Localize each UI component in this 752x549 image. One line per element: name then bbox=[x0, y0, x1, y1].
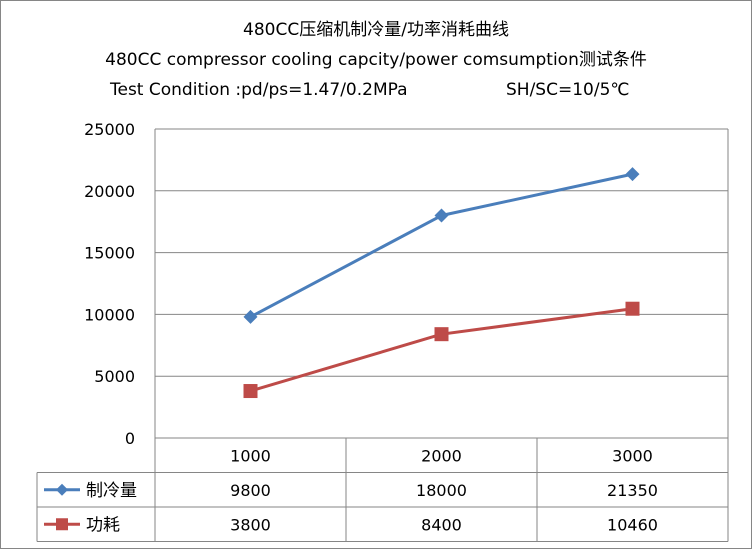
data-point-square bbox=[434, 327, 449, 342]
data-point-square bbox=[625, 301, 640, 316]
table-cell-value: 18000 bbox=[416, 481, 467, 500]
y-tick-label: 5000 bbox=[94, 367, 135, 386]
data-point-diamond bbox=[434, 208, 449, 223]
x-tick-label: 2000 bbox=[421, 446, 462, 465]
series-line bbox=[250, 307, 633, 393]
legend-square-marker bbox=[56, 518, 68, 531]
legend-diamond-marker bbox=[56, 483, 68, 496]
series-line bbox=[249, 172, 633, 319]
data-point-diamond bbox=[243, 309, 258, 324]
data-point-diamond bbox=[625, 167, 640, 182]
y-tick-label: 20000 bbox=[84, 182, 135, 201]
legend-label: 功耗 bbox=[86, 515, 120, 535]
chart-title: 480CC压缩机制冷量/功率消耗曲线 bbox=[243, 20, 509, 40]
y-tick-label: 15000 bbox=[84, 244, 135, 263]
x-tick-label: 3000 bbox=[612, 446, 653, 465]
table-cell-value: 9800 bbox=[230, 481, 271, 500]
legend-label: 制冷量 bbox=[86, 481, 137, 501]
superheat-subcool-condition: SH/SC=10/5℃ bbox=[506, 80, 630, 100]
x-tick-label: 1000 bbox=[230, 446, 271, 465]
test-condition: Test Condition :pd/ps=1.47/0.2MPa bbox=[110, 80, 408, 100]
y-tick-label: 25000 bbox=[84, 120, 135, 139]
y-tick-label: 0 bbox=[125, 429, 135, 448]
data-point-square bbox=[243, 384, 258, 399]
chart-subtitle: 480CC compressor cooling capcity/power c… bbox=[105, 50, 647, 70]
table-cell-value: 8400 bbox=[421, 515, 462, 534]
table-cell-value: 21350 bbox=[607, 481, 658, 500]
y-tick-label: 10000 bbox=[84, 305, 135, 324]
table-cell-value: 3800 bbox=[230, 515, 271, 534]
table-cell-value: 10460 bbox=[607, 515, 658, 534]
